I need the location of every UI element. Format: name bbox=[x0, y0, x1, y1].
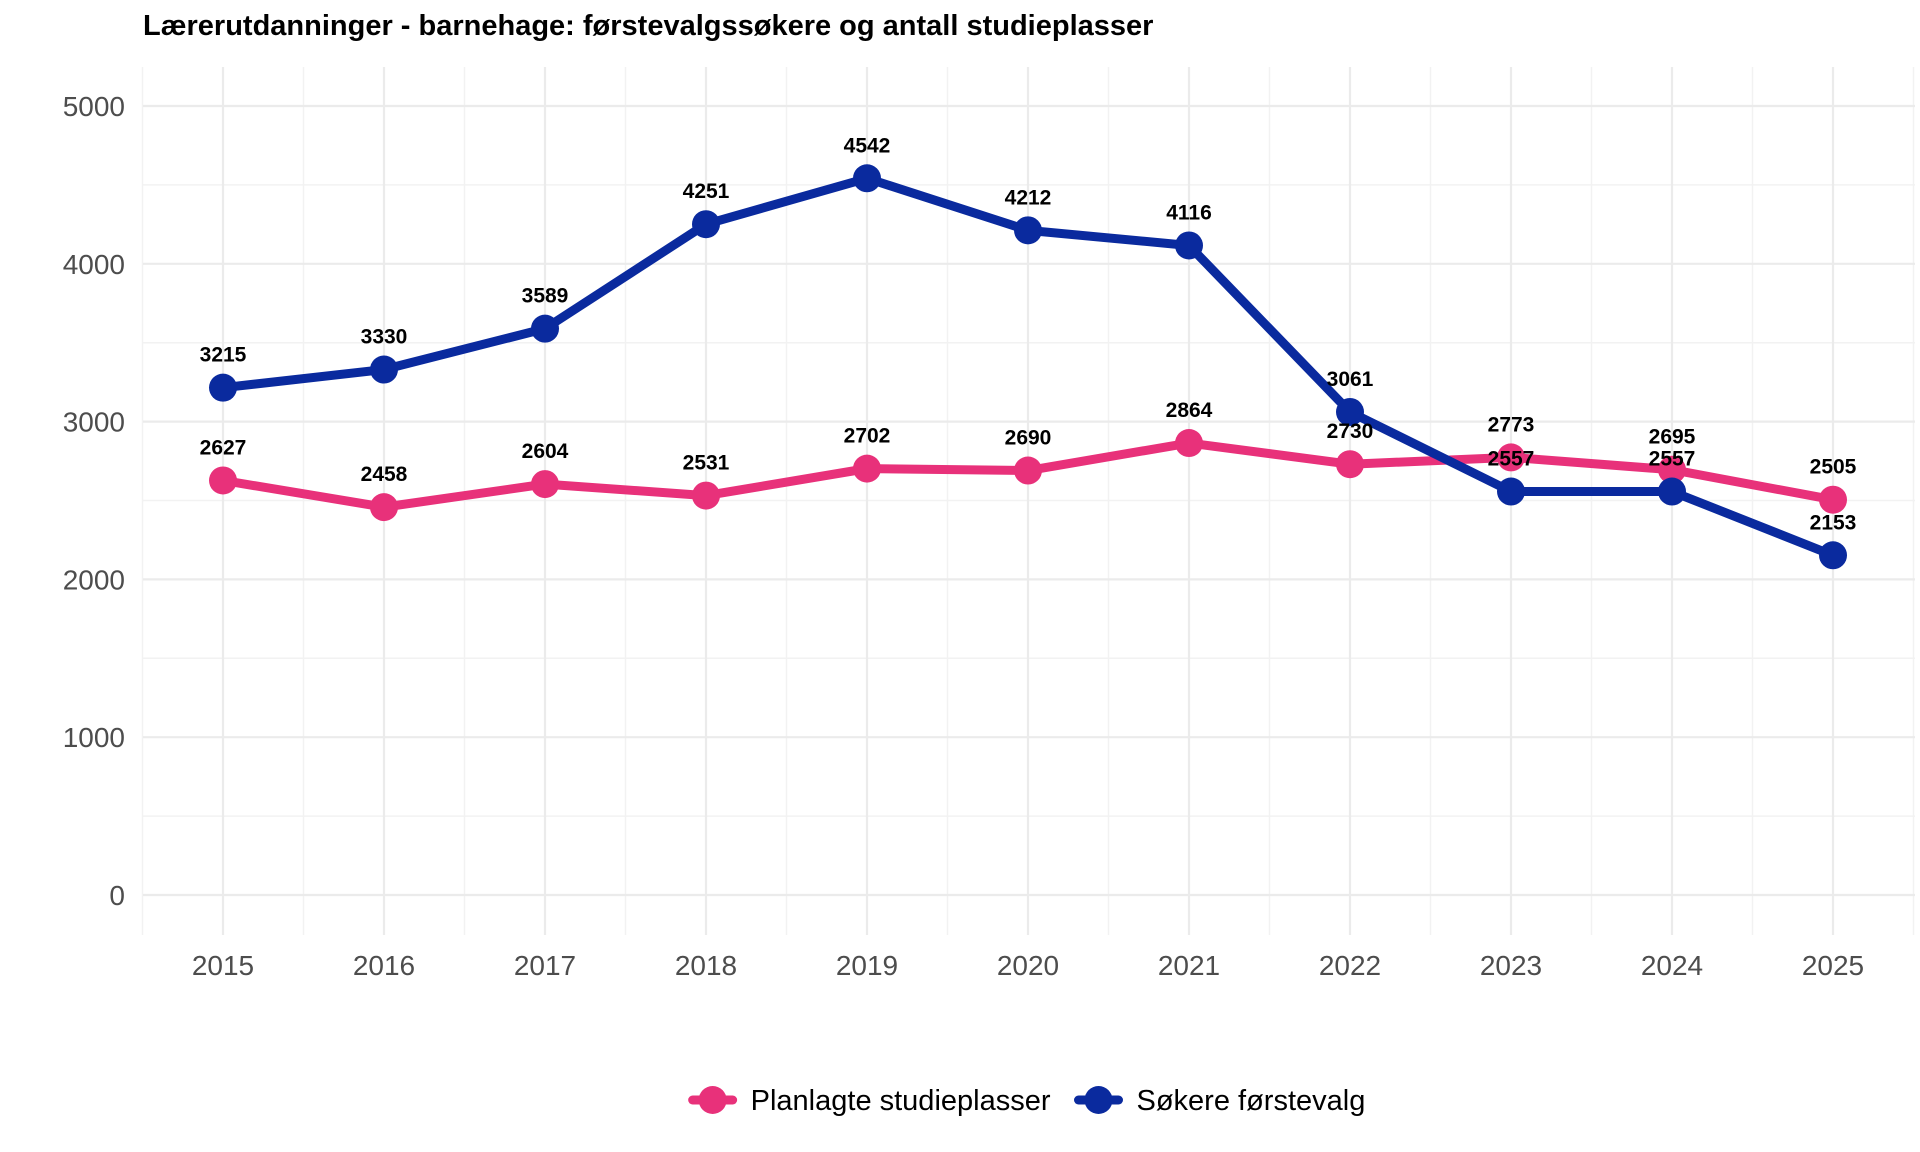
y-tick-label: 1000 bbox=[63, 722, 125, 753]
x-tick-label: 2021 bbox=[1158, 950, 1220, 981]
data-label: 2505 bbox=[1810, 456, 1857, 479]
x-tick-label: 2023 bbox=[1480, 950, 1542, 981]
data-point bbox=[1336, 450, 1364, 479]
x-tick-label: 2017 bbox=[514, 950, 576, 981]
data-label: 4212 bbox=[1005, 186, 1052, 209]
data-point bbox=[1658, 477, 1686, 506]
y-axis-tick-labels: 0 1000 2000 3000 4000 5000 bbox=[63, 91, 125, 911]
data-point bbox=[1497, 443, 1525, 472]
y-tick-label: 4000 bbox=[63, 249, 125, 280]
y-tick-label: 0 bbox=[109, 880, 125, 911]
data-point bbox=[853, 164, 881, 193]
legend: Planlagte studieplasser Søkere førstevalg bbox=[688, 1085, 1366, 1117]
data-label: 2627 bbox=[200, 436, 247, 459]
x-tick-label: 2015 bbox=[192, 950, 254, 981]
data-label: 2702 bbox=[844, 425, 891, 448]
x-tick-label: 2019 bbox=[836, 950, 898, 981]
data-label: 3215 bbox=[200, 344, 247, 367]
data-point bbox=[370, 355, 398, 384]
x-tick-label: 2024 bbox=[1641, 950, 1703, 981]
data-label: 2773 bbox=[1488, 413, 1535, 436]
data-label: 2153 bbox=[1810, 511, 1857, 534]
data-label: 2458 bbox=[361, 463, 408, 486]
data-label: 3061 bbox=[1327, 368, 1374, 391]
data-labels: 2627 2458 2604 2531 2702 2690 2864 2730 2773 2695… bbox=[200, 134, 1857, 534]
data-label: 2557 bbox=[1488, 448, 1535, 471]
data-point bbox=[209, 466, 237, 495]
data-point bbox=[370, 493, 398, 522]
data-label: 2864 bbox=[1166, 399, 1213, 422]
y-tick-label: 3000 bbox=[63, 407, 125, 438]
data-label: 3330 bbox=[361, 326, 408, 349]
data-label: 2531 bbox=[683, 452, 730, 475]
data-label: 2604 bbox=[522, 440, 569, 463]
x-tick-label: 2016 bbox=[353, 950, 415, 981]
chart-title: Lærerutdanninger - barnehage: førstevalg… bbox=[143, 10, 1154, 42]
data-point bbox=[1819, 485, 1847, 514]
data-label: 2730 bbox=[1327, 420, 1374, 443]
y-tick-label: 2000 bbox=[63, 564, 125, 595]
data-point bbox=[531, 314, 559, 343]
legend-label: Søkere førstevalg bbox=[1137, 1085, 1366, 1117]
data-label: 2695 bbox=[1649, 426, 1696, 449]
legend-key-point bbox=[698, 1086, 727, 1114]
data-point bbox=[853, 454, 881, 483]
data-label: 3589 bbox=[522, 285, 569, 308]
data-point bbox=[692, 210, 720, 239]
legend-label: Planlagte studieplasser bbox=[751, 1085, 1051, 1117]
data-label: 2557 bbox=[1649, 448, 1696, 471]
data-point bbox=[209, 373, 237, 402]
data-point bbox=[1014, 456, 1042, 485]
data-point bbox=[1014, 216, 1042, 245]
x-tick-label: 2018 bbox=[675, 950, 737, 981]
data-label: 4251 bbox=[683, 180, 730, 203]
data-point bbox=[1658, 455, 1686, 484]
data-point bbox=[692, 481, 720, 510]
x-tick-label: 2022 bbox=[1319, 950, 1381, 981]
major-gridlines bbox=[143, 67, 1915, 935]
series-points bbox=[209, 164, 1847, 570]
x-axis-tick-labels: 2015 2016 2017 2018 2019 2020 2021 2022 2023 2024… bbox=[192, 950, 1864, 981]
data-point bbox=[1336, 397, 1364, 426]
data-label: 2690 bbox=[1005, 427, 1052, 450]
x-tick-label: 2025 bbox=[1802, 950, 1864, 981]
data-point bbox=[1175, 429, 1203, 458]
data-label: 4116 bbox=[1166, 201, 1212, 224]
data-point bbox=[531, 470, 559, 499]
x-tick-label: 2020 bbox=[997, 950, 1059, 981]
data-point bbox=[1175, 231, 1203, 260]
data-point bbox=[1819, 541, 1847, 570]
legend-key-point bbox=[1084, 1086, 1113, 1114]
y-tick-label: 5000 bbox=[63, 91, 125, 122]
data-point bbox=[1497, 477, 1525, 506]
data-label: 4542 bbox=[844, 134, 891, 157]
